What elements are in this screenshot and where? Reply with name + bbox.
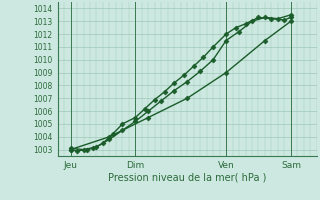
- X-axis label: Pression niveau de la mer( hPa ): Pression niveau de la mer( hPa ): [108, 173, 266, 183]
